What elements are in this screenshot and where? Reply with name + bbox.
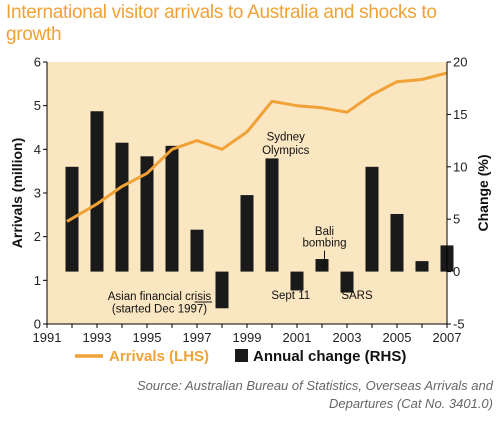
annotation-label: (started Dec 1997) [112,303,207,315]
change-bar [290,271,304,291]
plot-area [47,62,447,324]
chart-title: International visitor arrivals to Austra… [6,2,437,45]
change-bar [215,271,229,309]
annotation-arrowhead [321,264,328,270]
change-bar [390,213,404,272]
x-tick-label: 2007 [433,330,462,345]
left-tick-label: 5 [34,98,41,113]
annotation-label: Bali [315,226,334,238]
change-bar [340,271,354,293]
x-tick-label: 1993 [83,330,112,345]
x-axis: 1991 1993 1995 1997 1999 2001 2003 2005 2007 [33,324,462,345]
source-note: Source: Australian Bureau of Statistics,… [23,377,493,413]
axis-titles: Arrivals (million) Change (%) [9,138,491,248]
change-bar [165,145,179,272]
x-tick-label: 2005 [383,330,412,345]
annotation-label: Sept 11 [271,290,310,302]
arrivals-line [66,71,448,223]
change-bar [240,195,254,272]
right-tick-label: 20 [453,55,467,70]
source-line-1: Source: Australian Bureau of Statistics,… [137,378,493,393]
x-tick-label: 1997 [183,330,212,345]
change-bar [90,111,104,272]
right-tick-label: 0 [453,264,460,279]
left-tick-label: 4 [34,142,41,157]
x-tick-label: 1991 [33,330,62,345]
right-axis: -5 0 5 10 15 20 [447,55,467,332]
annotation-label: Sydney [267,132,306,144]
right-axis-title: Change (%) [475,155,491,232]
left-tick-label: 1 [34,273,41,288]
change-bar [415,261,429,272]
change-bar [365,166,379,272]
right-tick-label: 5 [453,212,460,227]
annotation-label: SARS [341,290,373,302]
change-bar [265,158,279,272]
legend-label-arrivals: Arrivals (LHS) [109,348,209,365]
annotation-label: Asian financial crisis [108,291,212,303]
change-bar [190,229,204,272]
x-tick-label: 1999 [233,330,262,345]
left-tick-label: 3 [34,186,41,201]
x-tick-label: 1995 [133,330,162,345]
annotation-label: Olympics [262,145,310,157]
right-tick-label: -5 [453,317,465,332]
annotation-label: bombing [302,237,346,249]
left-tick-label: 2 [34,229,41,244]
right-tick-label: 15 [453,107,467,122]
x-tick-label: 2003 [333,330,362,345]
left-tick-label: 6 [34,55,41,70]
right-tick-label: 10 [453,159,467,174]
x-tick-label: 2001 [283,330,312,345]
legend-bar-swatch [235,349,248,362]
legend: Arrivals (LHS) Annual change (RHS) [75,348,406,365]
left-tick-label: 0 [34,317,41,332]
left-axis-title: Arrivals (million) [9,138,25,248]
change-bar [115,142,129,272]
bar-series [65,111,454,309]
change-bar [140,156,154,272]
source-line-2: Departures (Cat No. 3401.0) [328,396,493,411]
legend-label-change: Annual change (RHS) [253,348,406,365]
left-axis: 0 1 2 3 4 5 6 [34,55,47,332]
